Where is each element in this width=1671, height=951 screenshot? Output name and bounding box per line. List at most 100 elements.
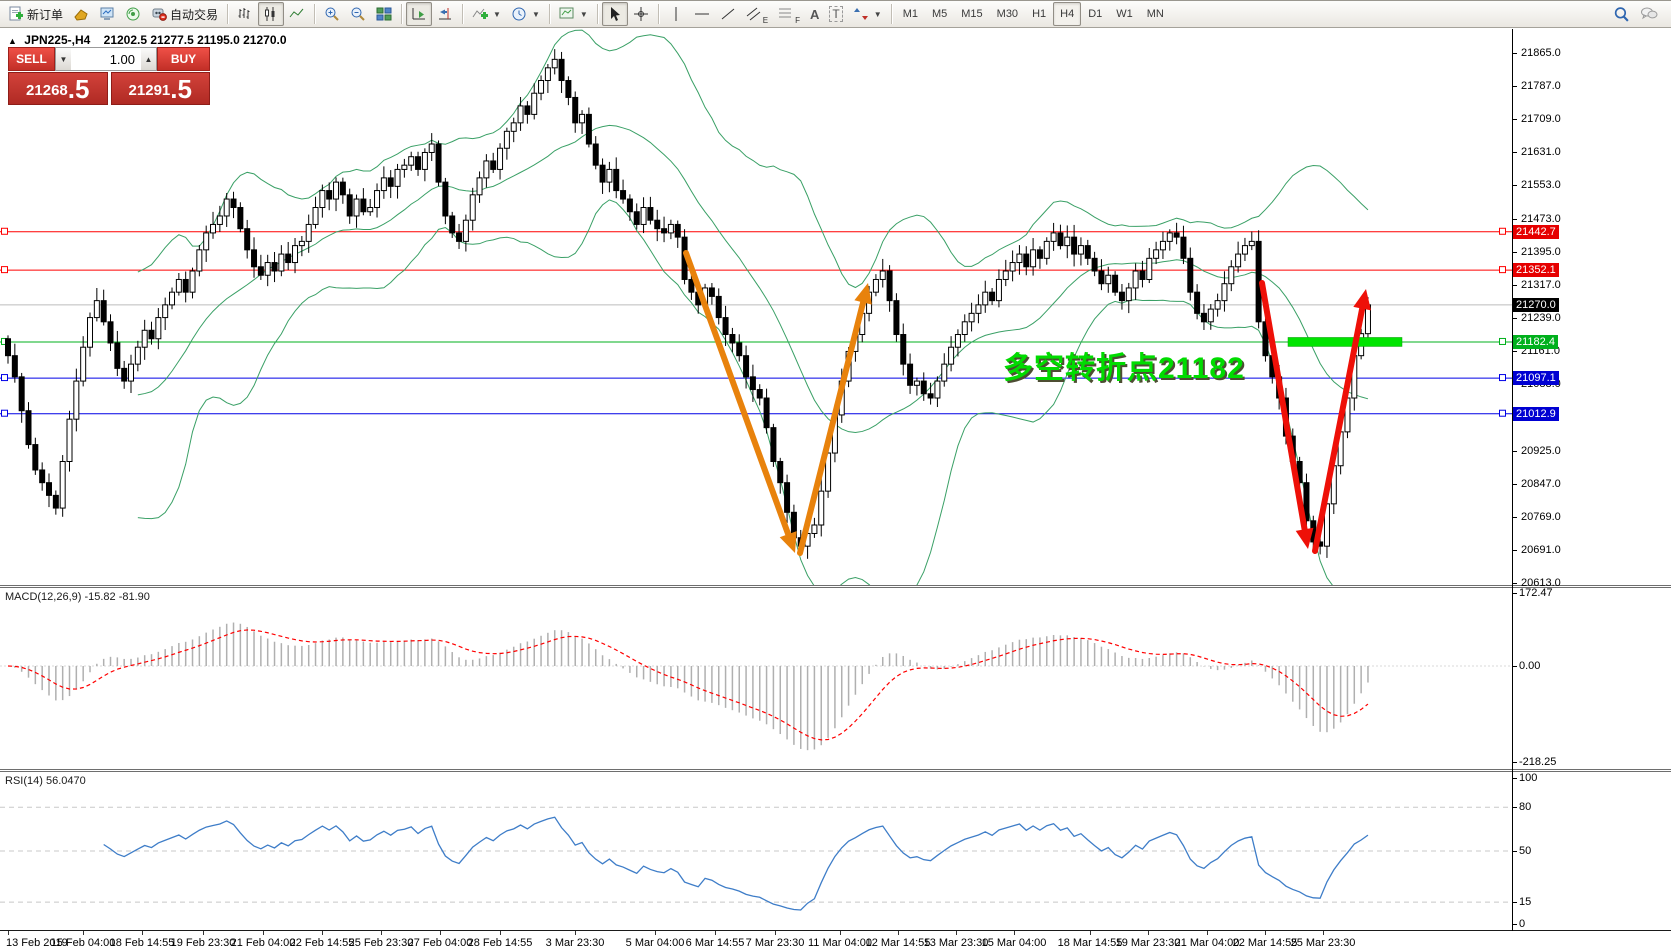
tf-h1-button[interactable]: H1	[1032, 8, 1047, 20]
horizontal-line-tool-button[interactable]	[689, 2, 715, 26]
time-tick-label[interactable]: 13 Mar 23:30	[923, 937, 989, 949]
search-button[interactable]	[1608, 2, 1635, 26]
market-watch-button[interactable]	[68, 2, 94, 26]
time-tick-label[interactable]: 25 Feb 23:30	[348, 937, 414, 949]
red-up-arrow[interactable]	[1312, 289, 1372, 554]
text-label-tool-button[interactable]: T	[824, 2, 847, 26]
tile-windows-button[interactable]	[371, 2, 397, 26]
time-tick-label[interactable]: 11 Mar 04:00	[807, 937, 873, 949]
trendline-tool-button[interactable]	[715, 2, 741, 26]
signals-button[interactable]	[120, 2, 146, 26]
fibo-letter: F	[795, 16, 801, 25]
time-tick-label[interactable]: 19 Feb 23:30	[170, 937, 236, 949]
vertical-line-tool-button[interactable]	[663, 2, 689, 26]
tf-m1-button[interactable]: M1	[902, 8, 918, 20]
volume-decrease-button[interactable]: ▼	[56, 48, 71, 70]
sell-button[interactable]: SELL	[8, 47, 55, 71]
rsi-tick-label: 0	[1519, 918, 1526, 930]
tf-m30-button[interactable]: M30	[996, 8, 1019, 20]
arrows-tool-icon	[853, 8, 868, 20]
time-tick-label[interactable]: 7 Mar 23:30	[745, 937, 805, 949]
time-tick-label[interactable]: 15 Mar 04:00	[981, 937, 1047, 949]
tf-w1-button[interactable]: W1	[1116, 8, 1133, 20]
terminal-icon	[100, 7, 114, 20]
tf-m5-button[interactable]: M5	[931, 8, 948, 20]
pane-separator[interactable]	[0, 585, 1671, 588]
price-tick-dash	[1512, 119, 1517, 121]
orange-down-arrow[interactable]	[683, 250, 797, 553]
time-tick	[142, 931, 143, 935]
text-tool-button[interactable]: A	[805, 2, 824, 26]
chat-button[interactable]	[1635, 2, 1663, 26]
volume-value[interactable]: 1.00	[71, 48, 141, 70]
price-tick-label: 21473.0	[1521, 212, 1561, 225]
cursor-tool-button[interactable]	[601, 2, 628, 26]
indicators-button[interactable]: ▼	[467, 2, 506, 26]
price-line-badge: 21012.9	[1513, 406, 1559, 421]
auto-scroll-button[interactable]	[406, 2, 433, 26]
pane-separator[interactable]	[0, 769, 1671, 772]
time-tick	[775, 931, 776, 935]
orange-up-arrow[interactable]	[797, 283, 872, 556]
volume-increase-button[interactable]: ▲	[141, 48, 156, 70]
buy-button[interactable]: BUY	[157, 47, 210, 71]
tf-m15-button[interactable]: M15	[961, 8, 983, 20]
time-tick-label[interactable]: 28 Feb 14:55	[467, 937, 533, 949]
price-tick-dash	[1512, 251, 1517, 253]
macd-pane-canvas[interactable]	[0, 588, 1512, 769]
tf-mn-button[interactable]: MN	[1146, 8, 1164, 20]
auto-scroll-icon	[412, 8, 426, 20]
time-tick-label[interactable]: 21 Mar 04:00	[1174, 937, 1240, 949]
price-axis-border	[1512, 29, 1513, 931]
bollinger-bands-layer	[137, 29, 1369, 585]
macd-tick-label: 0.00	[1519, 660, 1541, 672]
bar-chart-button[interactable]	[232, 2, 258, 26]
time-tick-label[interactable]: 6 Mar 14:55	[685, 937, 745, 949]
templates-button[interactable]: ▼	[554, 2, 593, 26]
terminal-button[interactable]	[94, 2, 120, 26]
time-tick-label[interactable]: 22 Feb 14:55	[289, 937, 355, 949]
arrows-tool-button[interactable]: ▼	[848, 2, 887, 26]
periods-button[interactable]: ▼	[506, 2, 545, 26]
volume-stepper: ▼ 1.00 ▲	[55, 47, 157, 71]
chart-shift-button[interactable]	[432, 2, 458, 26]
line-chart-button[interactable]	[284, 2, 310, 26]
time-tick-label[interactable]: 18 Mar 14:55	[1057, 937, 1123, 949]
time-tick-label[interactable]: 15 Feb 04:00	[50, 937, 116, 949]
time-tick-label[interactable]: 27 Feb 04:00	[407, 937, 473, 949]
tf-h4-button[interactable]: H4	[1053, 2, 1082, 26]
time-tick-label[interactable]: 25 Mar 23:30	[1290, 937, 1356, 949]
buy-price-box[interactable]: 21291.5	[110, 72, 210, 105]
zoom-in-button[interactable]	[319, 2, 345, 26]
time-tick-label[interactable]: 19 Mar 23:30	[1115, 937, 1181, 949]
main-chart-canvas[interactable]	[0, 29, 1512, 585]
time-tick-label[interactable]: 18 Feb 14:55	[109, 937, 175, 949]
time-tick-label[interactable]: 3 Mar 23:30	[545, 937, 605, 949]
time-tick	[898, 931, 899, 935]
tf-d1-button[interactable]: D1	[1088, 8, 1103, 20]
time-tick-label[interactable]: 5 Mar 04:00	[625, 937, 685, 949]
time-tick	[322, 931, 323, 935]
time-tick-label[interactable]: 21 Feb 04:00	[230, 937, 296, 949]
price-tick-label: 20847.0	[1521, 477, 1561, 490]
sell-price-box[interactable]: 21268.5	[8, 72, 108, 105]
time-tick-label[interactable]: 22 Mar 14:55	[1232, 937, 1298, 949]
candlestick-chart-button[interactable]	[258, 2, 285, 26]
channel-tool-button[interactable]: E	[741, 2, 773, 26]
chart-annotation-text[interactable]: 多空转折点21182	[1003, 352, 1245, 385]
collapse-panel-icon[interactable]: ▲	[8, 36, 17, 46]
red-down-arrow[interactable]	[1259, 280, 1314, 549]
new-order-button[interactable]: 新订单	[3, 2, 68, 26]
fibonacci-tool-button[interactable]: F	[773, 2, 805, 26]
toolbar-separator	[227, 4, 229, 24]
autotrading-button[interactable]: 自动交易	[146, 2, 223, 26]
rsi-pane-canvas[interactable]	[0, 772, 1512, 930]
drawn-objects-layer[interactable]	[683, 250, 1403, 556]
crosshair-tool-button[interactable]	[628, 2, 654, 26]
zoom-out-button[interactable]	[345, 2, 371, 26]
price-tick-dash	[1512, 450, 1517, 452]
time-tick-label[interactable]: 13 Feb 2019	[6, 937, 68, 949]
cursor-icon	[610, 7, 620, 21]
time-tick-label[interactable]: 12 Mar 14:55	[865, 937, 931, 949]
price-tick-label: 21553.0	[1521, 179, 1561, 192]
